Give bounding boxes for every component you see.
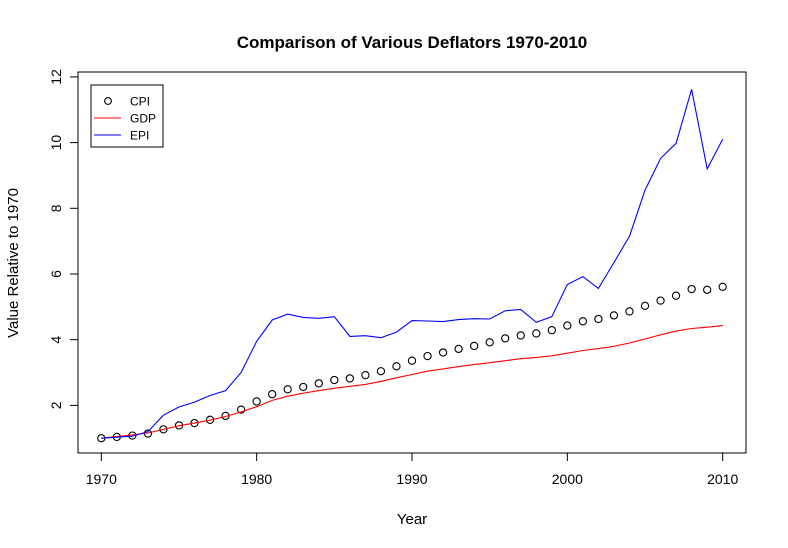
y-axis: 2 4 6 8 10 12 xyxy=(48,69,79,409)
x-axis: 1970 1980 1990 2000 2010 xyxy=(86,452,738,487)
x-tick-label: 1980 xyxy=(241,471,272,487)
cpi-point xyxy=(392,362,401,371)
cpi-point xyxy=(268,390,277,399)
legend-gdp-label: GDP xyxy=(130,112,156,126)
cpi-point xyxy=(236,405,246,414)
cpi-point xyxy=(532,329,541,338)
cpi-point xyxy=(609,311,619,320)
cpi-point xyxy=(407,356,417,365)
cpi-point xyxy=(345,374,355,383)
epi-line xyxy=(101,89,724,439)
cpi-point xyxy=(376,367,386,376)
y-tick-label: 2 xyxy=(48,401,64,409)
cpi-point xyxy=(330,375,339,385)
cpi-point xyxy=(469,341,479,351)
y-tick-label: 4 xyxy=(48,336,64,344)
cpi-point xyxy=(563,321,572,330)
gdp-line xyxy=(101,325,723,439)
cpi-point xyxy=(361,371,370,380)
y-axis-title: Value Relative to 1970 xyxy=(5,188,22,338)
cpi-point xyxy=(703,285,712,294)
cpi-point xyxy=(718,282,727,291)
cpi-point xyxy=(423,351,432,361)
cpi-point xyxy=(578,317,588,326)
y-tick-label: 8 xyxy=(48,204,64,212)
cpi-point xyxy=(252,397,261,406)
plot-box xyxy=(77,71,747,454)
cpi-point xyxy=(314,379,323,388)
cpi-point xyxy=(640,301,650,311)
cpi-point xyxy=(190,418,199,428)
legend: CPI GDP EPI xyxy=(90,84,164,148)
cpi-point xyxy=(594,314,603,324)
x-tick-label: 2000 xyxy=(552,471,583,487)
legend-cpi-label: CPI xyxy=(130,95,150,109)
cpi-point xyxy=(454,344,463,354)
legend-cpi-marker xyxy=(104,97,112,105)
cpi-point xyxy=(438,348,448,357)
cpi-point xyxy=(516,331,525,340)
y-tick-label: 10 xyxy=(48,135,64,151)
y-tick-label: 12 xyxy=(48,69,64,85)
legend-box xyxy=(90,84,164,148)
cpi-point xyxy=(485,338,494,347)
x-tick-label: 1970 xyxy=(86,471,117,487)
series-layer xyxy=(97,89,727,443)
legend-epi-label: EPI xyxy=(130,129,149,143)
cpi-point xyxy=(501,334,510,343)
x-axis-title: Year xyxy=(397,511,427,528)
x-tick-label: 2010 xyxy=(707,471,738,487)
cpi-point xyxy=(547,326,556,335)
x-tick-label: 1990 xyxy=(396,471,427,487)
cpi-point xyxy=(625,307,634,316)
cpi-point xyxy=(671,291,681,300)
cpi-point xyxy=(687,284,696,294)
cpi-point xyxy=(656,296,665,305)
chart-title: Comparison of Various Deflators 1970-201… xyxy=(237,33,588,52)
cpi-point xyxy=(283,385,292,394)
cpi-point xyxy=(299,382,308,392)
y-tick-label: 6 xyxy=(48,270,64,278)
cpi-point xyxy=(159,425,168,434)
